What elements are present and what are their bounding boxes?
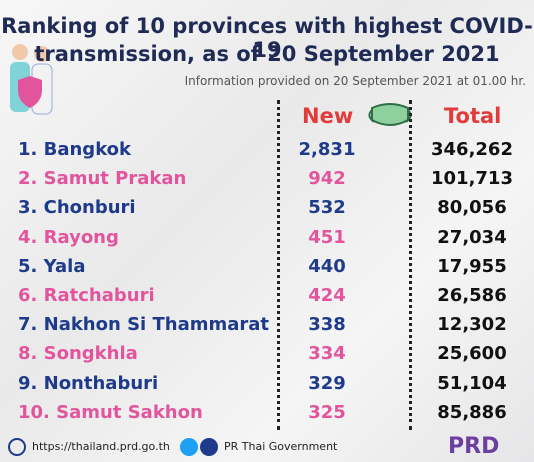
province: 8. Songkhla — [18, 343, 138, 365]
subtitle: Information provided on 20 September 202… — [184, 74, 526, 88]
divider — [277, 100, 280, 430]
total-cases: 80,056 — [437, 197, 507, 219]
province: 4. Rayong — [18, 226, 119, 248]
new-cases: 451 — [308, 226, 346, 248]
province: 5. Yala — [18, 255, 86, 277]
total-cases: 101,713 — [431, 168, 513, 190]
table-row: 3. Chonburi 532 80,056 — [0, 194, 534, 222]
new-cases: 440 — [308, 255, 346, 277]
table-row: 9. Nonthaburi 329 51,104 — [0, 370, 534, 398]
province: 6. Ratchaburi — [18, 285, 155, 306]
new-cases: 942 — [308, 168, 346, 190]
total-cases: 27,034 — [437, 226, 507, 248]
total-cases: 12,302 — [437, 314, 507, 336]
total-cases: 17,955 — [437, 255, 507, 277]
province: 3. Chonburi — [18, 197, 136, 219]
new-cases: 338 — [308, 314, 346, 336]
table-row: 4. Rayong 451 27,034 — [0, 224, 534, 252]
social-account[interactable]: PR Thai Government — [224, 440, 338, 453]
province: 2. Samut Prakan — [18, 168, 187, 190]
province: 9. Nonthaburi — [18, 372, 159, 394]
table-row: 8. Songkhla 334 25,600 — [0, 340, 534, 368]
web-icon — [8, 438, 26, 456]
twitter-icon — [180, 438, 198, 456]
logo: PRD — [448, 434, 500, 459]
column-header: Total — [444, 104, 502, 128]
title-line: transmission, as of 20 September 2021 — [34, 42, 500, 66]
divider — [409, 100, 412, 430]
new-cases: 2,831 — [298, 139, 356, 160]
doctor-illustration — [10, 44, 53, 115]
table-row: 1. Bangkok 2,831 346,262 — [0, 136, 534, 164]
total-cases: 26,586 — [437, 285, 507, 306]
total-cases: 25,600 — [437, 343, 507, 365]
new-cases: 334 — [308, 343, 346, 365]
facebook-icon — [200, 438, 218, 456]
table-row: 6. Ratchaburi 424 26,586 — [0, 282, 534, 310]
total-cases: 346,262 — [431, 139, 513, 160]
table-row: 7. Nakhon Si Thammarat 338 12,302 — [0, 311, 534, 339]
column-header: New — [302, 104, 354, 128]
mask-icon — [368, 103, 412, 126]
total-cases: 51,104 — [437, 372, 507, 394]
province: 10. Samut Sakhon — [18, 401, 203, 423]
province: 1. Bangkok — [18, 139, 132, 160]
website[interactable]: https://thailand.prd.go.th — [32, 440, 170, 453]
total-cases: 85,886 — [437, 401, 507, 423]
province: 7. Nakhon Si Thammarat — [18, 314, 269, 336]
new-cases: 424 — [308, 285, 346, 306]
new-cases: 329 — [308, 372, 346, 394]
title-line: Ranking of 10 provinces with highest COV… — [1, 14, 533, 62]
table-row: 5. Yala 440 17,955 — [0, 253, 534, 281]
new-cases: 325 — [308, 401, 346, 423]
new-cases: 532 — [308, 197, 346, 219]
table-row: 2. Samut Prakan 942 101,713 — [0, 165, 534, 193]
table-row: 10. Samut Sakhon 325 85,886 — [0, 399, 534, 427]
